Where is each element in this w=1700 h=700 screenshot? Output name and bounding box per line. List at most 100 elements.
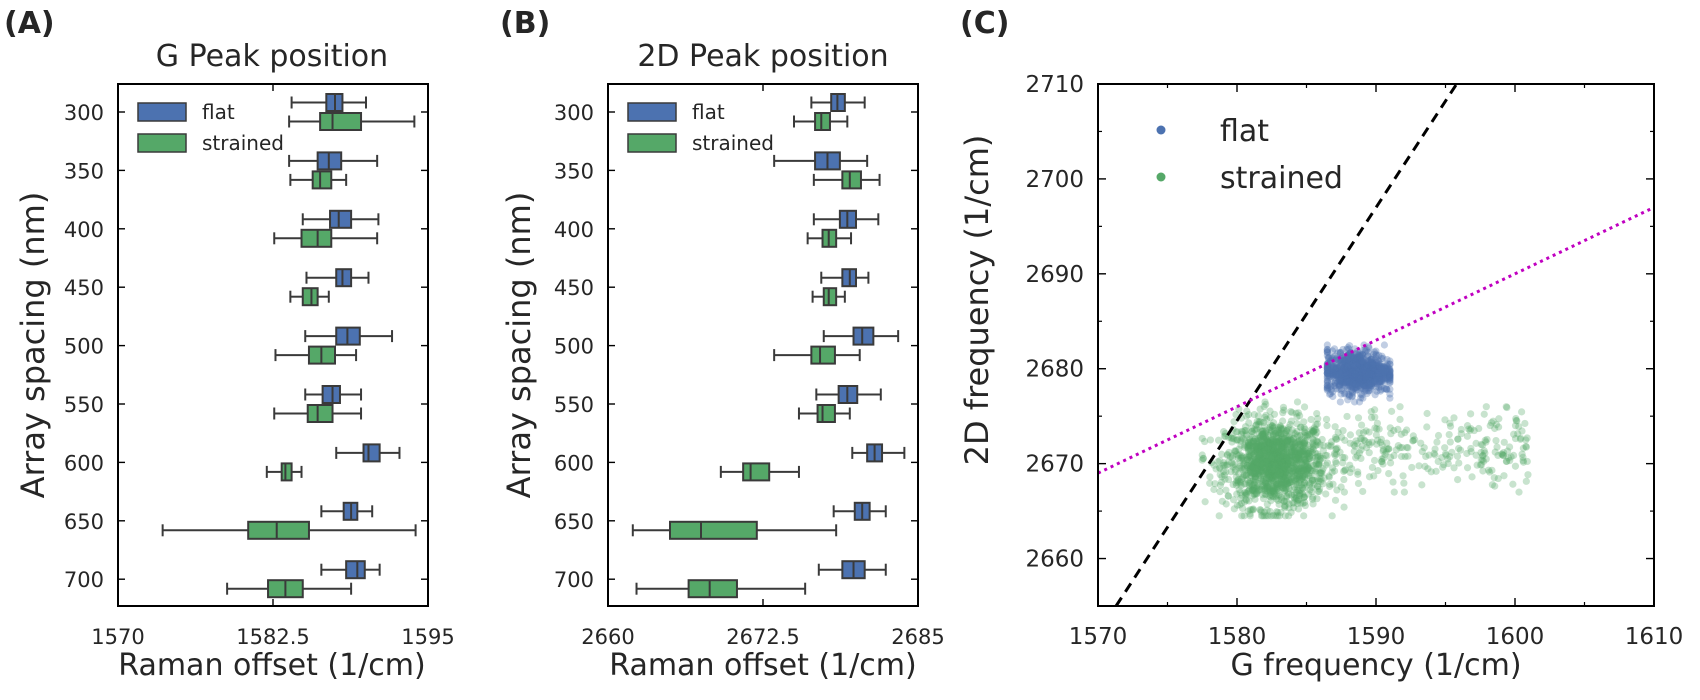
strained-point [1283,438,1291,447]
strained-point [1225,448,1233,457]
strained-point [1242,412,1251,420]
strained-point [1251,490,1259,498]
strained-point [1308,483,1316,492]
strained-point [1303,431,1311,440]
strained-point [1250,484,1258,493]
strained-point [1249,486,1257,494]
strained-point [1292,409,1300,417]
y-tick-label: 500 [64,335,104,359]
strained-point [1268,467,1276,475]
strained-point [1259,456,1267,464]
strained-point [1328,464,1337,472]
strained-point [1480,410,1488,418]
strained-point [1283,493,1291,501]
strained-point [1255,450,1263,459]
strained-point [1323,452,1331,460]
plot-frame [117,83,429,607]
strained-point [1279,461,1287,469]
strained-point [1470,426,1478,435]
strained-point [1234,451,1242,460]
strained-point [1322,415,1331,423]
strained-point [1277,455,1285,463]
strained-point [1273,461,1282,469]
strained-point [1467,448,1475,456]
box [822,287,838,307]
strained-point [1250,459,1259,467]
strained-point [1281,502,1289,510]
strained-point [1284,475,1292,483]
y-tick-label: 2660 [1025,547,1084,573]
strained-point [1292,453,1300,462]
strained-point [1259,495,1268,503]
strained-point [1311,449,1319,457]
strained-point [1268,441,1276,449]
strained-point [1232,479,1240,487]
strained-point [1274,438,1282,447]
strained-point [1234,475,1242,484]
strained-point [1269,441,1277,449]
strained-point [1269,440,1277,448]
strained-point [1265,483,1273,492]
strained-point [1284,479,1293,487]
strained-point [1268,442,1277,450]
strained-point [1239,474,1247,482]
strained-point [1256,451,1264,459]
strained-point [1293,497,1302,505]
strained-point [1257,462,1265,470]
strained-point [1300,481,1308,489]
strained-point [1254,412,1262,420]
strained-point [1266,507,1274,516]
strained-point [1292,493,1300,501]
strained-point [1450,464,1458,472]
strained-point [1267,462,1276,471]
y-tick-label: 350 [554,159,594,183]
strained-point [1378,458,1386,466]
strained-point [1518,427,1526,435]
strained-point [1518,408,1526,416]
strained-point [1241,488,1249,496]
strained-point [1262,512,1270,520]
strained-point [1245,453,1253,462]
strained-point [1304,490,1313,498]
strained-point [1387,407,1396,415]
strained-point [1394,425,1402,434]
flat-point [1323,348,1331,356]
strained-point [1332,457,1340,466]
strained-point [1261,463,1269,471]
strained-point [1323,459,1332,467]
strained-point [1332,450,1341,458]
strained-point [1252,461,1260,469]
strained-point [1372,431,1380,439]
strained-point [1302,449,1311,457]
box [319,112,363,131]
strained-point [1275,455,1283,463]
strained-point [1246,447,1254,455]
strained-point [1233,450,1241,458]
strained-point [1463,422,1472,430]
strained-point [1297,456,1305,464]
strained-point [1288,448,1296,456]
strained-point [1351,442,1359,450]
strained-point [1267,446,1275,454]
strained-point [1258,453,1266,461]
strained-point [1263,446,1271,454]
strained-point [1446,422,1455,430]
chart-title: 2D Peak position [637,39,888,74]
strained-point [1270,466,1278,474]
strained-point [1315,487,1323,496]
panel-label: (A) [4,6,55,41]
strained-point [1234,454,1243,463]
strained-point [1238,466,1247,474]
strained-point [1244,507,1252,515]
strained-point [1229,480,1237,489]
strained-point [1287,436,1295,444]
strained-point [1301,455,1310,464]
strained-point [1268,438,1276,446]
strained-point [1279,455,1287,463]
strained-point [1221,429,1230,438]
strained-point [1280,475,1288,483]
strained-point [1267,455,1275,463]
strained-point [1286,443,1295,451]
strained-point [1246,452,1255,460]
plot-frame [1097,83,1655,607]
